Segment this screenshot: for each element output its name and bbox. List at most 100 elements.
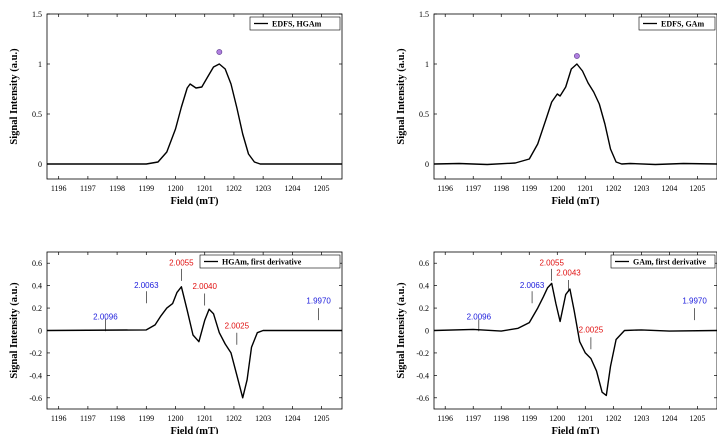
x-tick-label: 1201 xyxy=(197,184,213,193)
y-tick-label: 0.6 xyxy=(32,259,42,268)
x-tick-label: 1204 xyxy=(661,184,677,193)
x-tick-label: 1203 xyxy=(633,184,649,193)
plot-frame xyxy=(433,13,717,180)
x-tick-label: 1198 xyxy=(109,414,125,423)
g-value-label: 2.0025 xyxy=(579,326,604,335)
g-value-label: 1.9970 xyxy=(306,297,331,306)
y-tick-label: 0.5 xyxy=(32,110,42,119)
x-tick-label: 1197 xyxy=(465,414,481,423)
legend-label: HGAm, first derivative xyxy=(222,258,302,267)
spectrum-line xyxy=(433,282,717,397)
y-axis-label: Signal Intensity (a.u.) xyxy=(9,48,20,145)
y-tick-label: 0 xyxy=(425,160,429,169)
legend-label: EDFS, HGAm xyxy=(272,20,322,29)
x-tick-label: 1204 xyxy=(661,414,677,423)
x-tick-label: 1205 xyxy=(689,414,705,423)
x-axis-label: Field (mT) xyxy=(551,426,600,434)
y-tick-label: 1 xyxy=(425,60,429,69)
gam-derivative-panel: 1196 1197 1198 1199 1200 1201 1202 1203 1204 1205… xyxy=(396,251,717,434)
x-tick-label: 1196 xyxy=(51,184,67,193)
y-tick-label: -0.2 xyxy=(416,349,429,358)
x-tick-label: 1204 xyxy=(284,184,300,193)
g-value-label: 2.0040 xyxy=(192,282,217,291)
x-tick-label: 1205 xyxy=(689,184,705,193)
x-tick-label: 1198 xyxy=(109,184,125,193)
y-tick-label: -0.2 xyxy=(29,349,42,358)
x-tick-label: 1200 xyxy=(549,184,565,193)
legend-box xyxy=(638,16,716,31)
x-tick-label: 1200 xyxy=(168,414,184,423)
x-axis-label: Field (mT) xyxy=(170,196,219,207)
x-tick-label: 1201 xyxy=(577,184,593,193)
x-tick-label: 1199 xyxy=(138,414,154,423)
g-value-label: 2.0063 xyxy=(134,281,159,290)
g-value-label: 2.0063 xyxy=(520,281,545,290)
x-tick-label: 1197 xyxy=(80,414,96,423)
legend-label: EDFS, GAm xyxy=(661,20,704,29)
g-value-label: 2.0043 xyxy=(556,269,581,278)
y-tick-label: -0.4 xyxy=(416,371,429,380)
g-value-label: 2.0055 xyxy=(169,258,194,267)
gam-edfs-panel: 1196 1197 1198 1199 1200 1201 1202 1203 1204 1205… xyxy=(396,10,717,207)
y-axis-label: Signal Intensity (a.u.) xyxy=(396,48,407,145)
g-value-label: 2.0025 xyxy=(225,321,250,330)
y-tick-label: 0 xyxy=(38,160,42,169)
y-tick-label: 1.5 xyxy=(32,10,42,19)
x-tick-label: 1201 xyxy=(197,414,213,423)
y-tick-label: 0 xyxy=(425,327,429,336)
g-value-label: 2.0096 xyxy=(467,312,492,321)
x-tick-label: 1203 xyxy=(633,414,649,423)
y-tick-label: 0.6 xyxy=(419,259,429,268)
x-tick-label: 1201 xyxy=(577,414,593,423)
x-tick-label: 1199 xyxy=(521,184,537,193)
x-tick-label: 1196 xyxy=(437,184,453,193)
y-tick-label: 0.4 xyxy=(32,282,42,291)
g-value-label: 2.0055 xyxy=(539,258,564,267)
y-tick-label: -0.6 xyxy=(29,394,42,403)
peak-marker xyxy=(574,53,580,59)
x-tick-label: 1204 xyxy=(284,414,300,423)
spectrum-line xyxy=(47,63,342,165)
y-tick-label: 0.2 xyxy=(32,304,42,313)
spectrum-line xyxy=(46,286,342,399)
x-tick-label: 1197 xyxy=(80,184,96,193)
x-tick-label: 1200 xyxy=(549,414,565,423)
y-tick-label: 1 xyxy=(38,60,42,69)
y-tick-label: 0.2 xyxy=(419,304,429,313)
x-tick-label: 1202 xyxy=(605,414,621,423)
y-tick-label: -0.4 xyxy=(29,371,42,380)
x-tick-label: 1199 xyxy=(138,184,154,193)
x-axis-label: Field (mT) xyxy=(170,426,219,434)
x-tick-label: 1205 xyxy=(314,414,330,423)
y-tick-label: 0.5 xyxy=(419,110,429,119)
x-tick-label: 1203 xyxy=(255,184,271,193)
x-tick-label: 1203 xyxy=(255,414,271,423)
hgam-derivative-panel: 1196 1197 1198 1199 1200 1201 1202 1203 1204 1205… xyxy=(9,251,343,434)
x-tick-label: 1196 xyxy=(437,414,453,423)
y-axis-label: Signal Intensity (a.u.) xyxy=(396,282,407,379)
peak-marker xyxy=(216,49,223,55)
g-value-label: 1.9970 xyxy=(682,297,707,306)
x-axis-label: Field (mT) xyxy=(551,196,600,207)
x-tick-label: 1198 xyxy=(493,184,509,193)
legend-box xyxy=(249,16,341,31)
spectrum-line xyxy=(433,63,717,166)
hgam-edfs-panel: 1196 1197 1198 1199 1200 1201 1202 1203 1204 1205… xyxy=(9,10,343,207)
legend-label: GAm, first derivative xyxy=(633,258,707,267)
x-tick-label: 1200 xyxy=(168,184,184,193)
plot-frame xyxy=(46,13,343,180)
legend-box xyxy=(199,254,341,269)
x-tick-label: 1196 xyxy=(51,414,67,423)
x-tick-label: 1197 xyxy=(465,184,481,193)
x-tick-label: 1202 xyxy=(605,184,621,193)
y-tick-label: 1.5 xyxy=(419,10,429,19)
x-tick-label: 1199 xyxy=(521,414,537,423)
x-tick-label: 1202 xyxy=(226,184,242,193)
y-axis-label: Signal Intensity (a.u.) xyxy=(9,282,20,379)
g-value-label: 2.0096 xyxy=(93,312,118,321)
x-tick-label: 1205 xyxy=(314,184,330,193)
x-tick-label: 1198 xyxy=(493,414,509,423)
y-tick-label: 0 xyxy=(38,327,42,336)
legend-box xyxy=(610,254,716,269)
